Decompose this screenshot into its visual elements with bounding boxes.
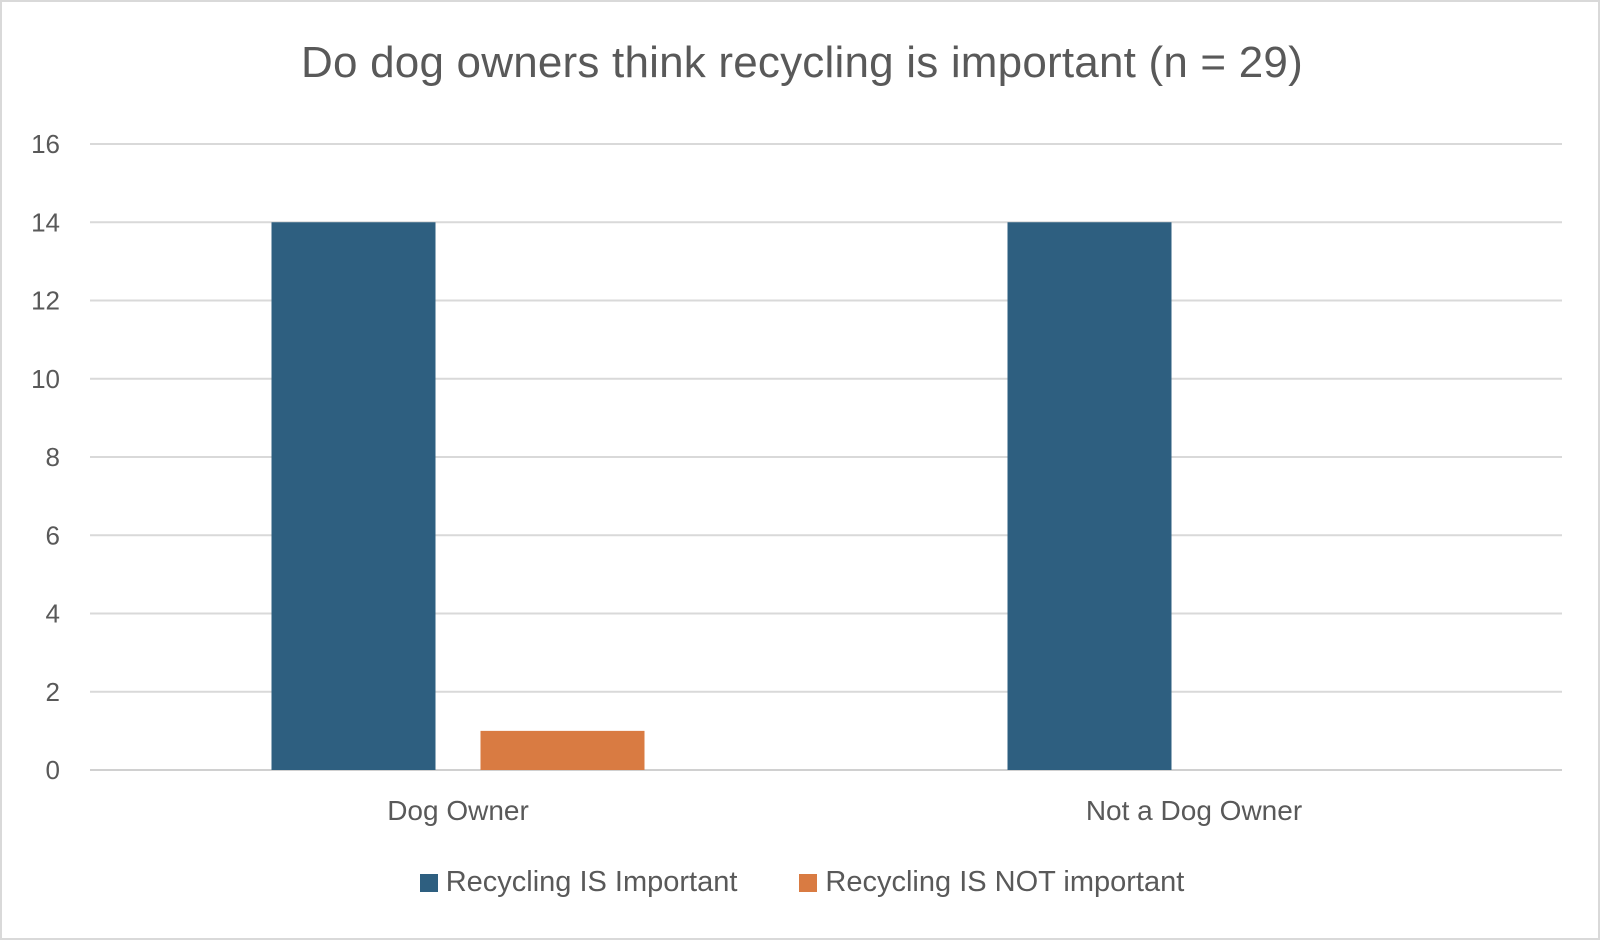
y-tick-label-2: 2 (46, 677, 60, 707)
bar-important-1 (1007, 222, 1172, 770)
y-tick-label-0: 0 (46, 755, 60, 785)
x-category-label-1: Not a Dog Owner (1086, 795, 1302, 826)
y-tick-label-8: 8 (46, 442, 60, 472)
x-axis-categories: Dog Owner Not a Dog Owner (387, 795, 1302, 826)
bars (271, 222, 1172, 770)
legend-label-not-important: Recycling IS NOT important (825, 866, 1185, 898)
y-axis-ticks: 0 2 4 6 8 10 12 14 16 (31, 129, 60, 785)
legend-swatch-not-important (799, 873, 818, 892)
y-tick-label-14: 14 (31, 207, 60, 237)
y-tick-label-16: 16 (31, 129, 60, 159)
chart-title: Do dog owners think recycling is importa… (301, 38, 1303, 87)
bar-not-important-0 (480, 730, 645, 770)
legend-item-not-important: Recycling IS NOT important (799, 866, 1184, 899)
x-category-label-0: Dog Owner (387, 795, 529, 826)
legend-swatch-important (419, 873, 438, 892)
legend-label-important: Recycling IS Important (445, 866, 738, 898)
bar-important-0 (271, 222, 436, 770)
chart-legend: Recycling IS Important Recycling IS NOT … (2, 866, 1600, 899)
legend-item-important: Recycling IS Important (419, 866, 738, 899)
y-tick-label-12: 12 (31, 286, 60, 316)
y-tick-label-4: 4 (46, 599, 60, 629)
y-tick-label-6: 6 (46, 520, 60, 550)
y-tick-label-10: 10 (31, 364, 60, 394)
